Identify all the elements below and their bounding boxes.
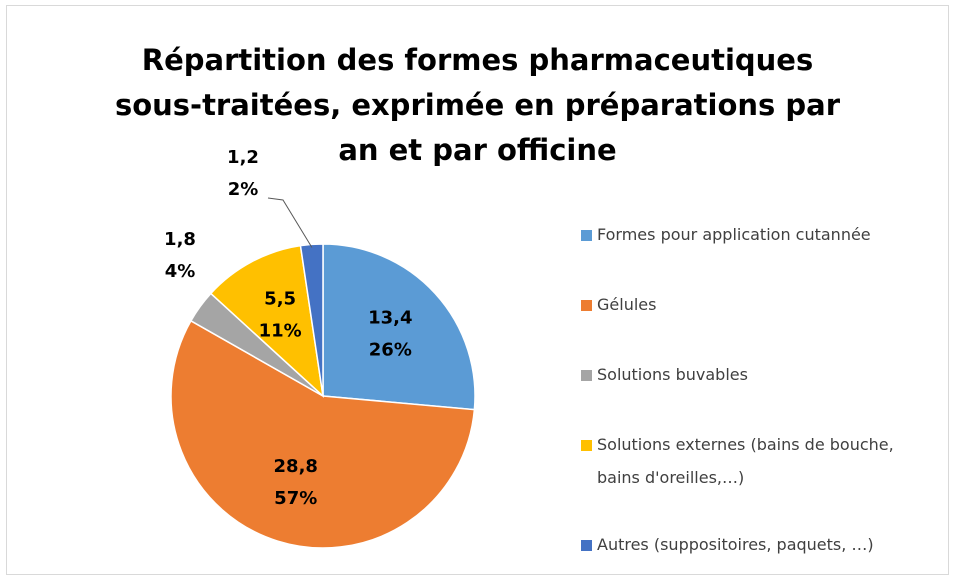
- legend-swatch: [581, 300, 592, 311]
- leader-line: [267, 197, 313, 248]
- chart-border: [6, 5, 949, 575]
- legend-label: Gélules: [597, 295, 657, 314]
- data-label: 13,4: [368, 307, 412, 328]
- legend-label: Autres (suppositoires, paquets, …): [597, 535, 874, 554]
- legend-label: Solutions buvables: [597, 365, 748, 384]
- legend-label: Solutions externes (bains de bouche, bai…: [597, 435, 894, 487]
- data-label-percent: 4%: [165, 261, 196, 282]
- chart-title: Répartition des formes pharmaceutiques s…: [114, 43, 841, 167]
- legend-item: Formes pour application cutannée: [581, 218, 951, 251]
- data-label-percent: 57%: [274, 488, 317, 509]
- data-label: 28,8: [274, 456, 318, 477]
- legend-item: Solutions externes (bains de bouche, bai…: [581, 428, 951, 494]
- data-label: 5,5: [264, 289, 296, 310]
- legend-swatch: [581, 230, 592, 241]
- data-label-percent: 26%: [369, 339, 412, 360]
- pie-slice: [299, 243, 324, 397]
- legend-swatch: [581, 440, 592, 451]
- legend-label: Formes pour application cutannée: [597, 225, 871, 244]
- legend-swatch: [581, 540, 592, 551]
- pie-slice: [209, 244, 325, 398]
- data-label: 1,2: [227, 147, 259, 168]
- data-label: 1,8: [164, 229, 196, 250]
- data-label-percent: 2%: [228, 179, 259, 200]
- legend-item: Solutions buvables: [581, 358, 951, 391]
- pie-slice: [170, 319, 476, 549]
- legend-item: Gélules: [581, 288, 951, 321]
- pie-slice: [322, 243, 476, 411]
- legend-swatch: [581, 370, 592, 381]
- legend-item: Autres (suppositoires, paquets, …): [581, 528, 951, 561]
- data-label-percent: 11%: [259, 321, 302, 342]
